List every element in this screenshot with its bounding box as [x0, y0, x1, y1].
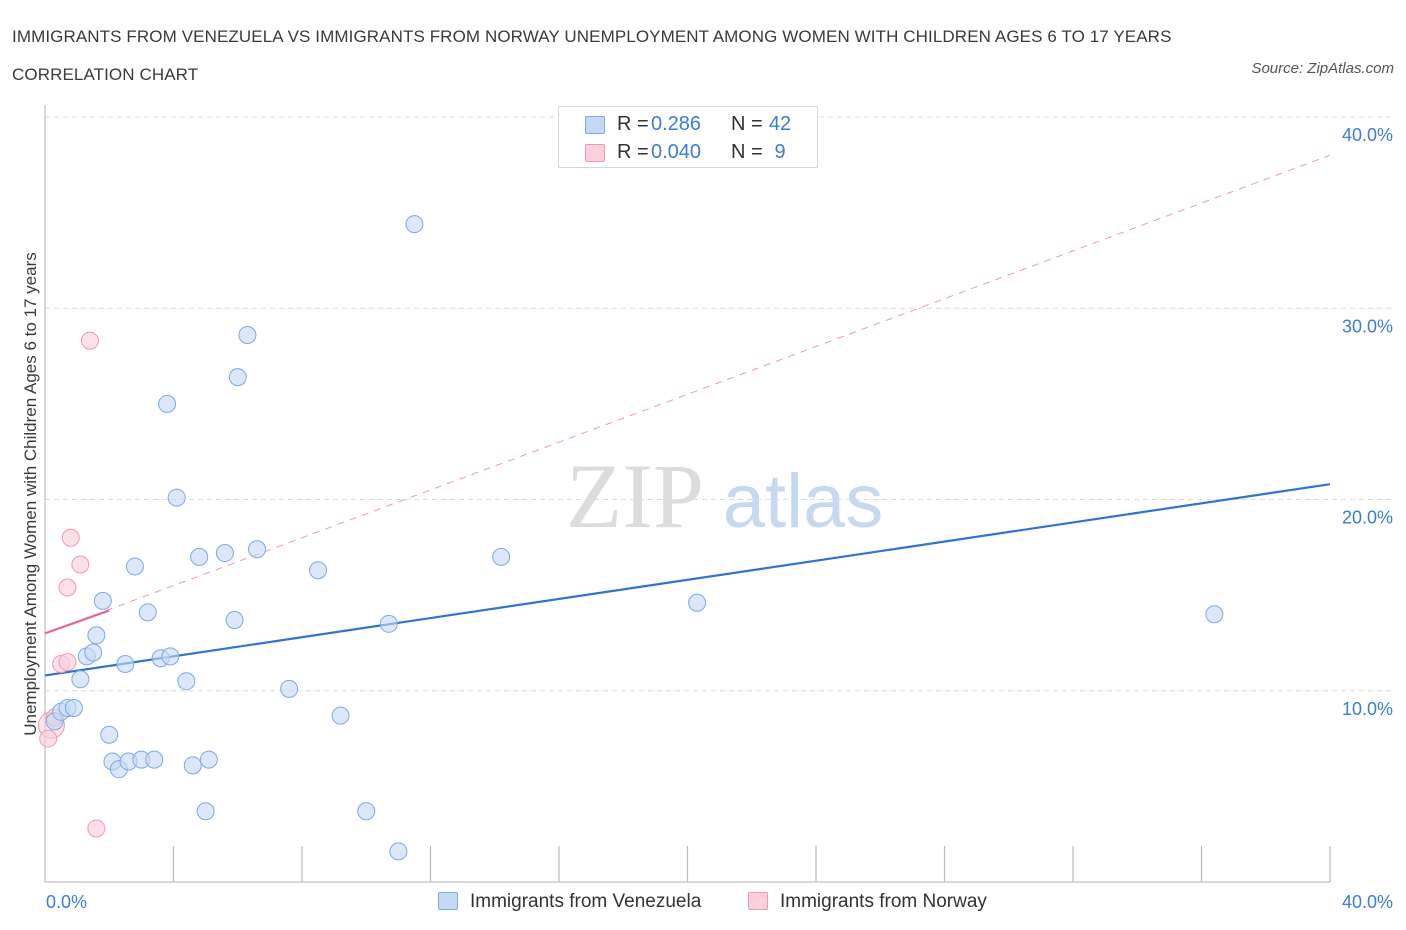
gridlines	[45, 116, 1392, 692]
source-credit: Source: ZipAtlas.com	[1251, 60, 1394, 77]
trendlines	[44, 154, 1331, 677]
venezuela-point	[688, 593, 707, 612]
venezuela-point	[116, 654, 135, 673]
venezuela-point	[238, 326, 257, 345]
venezuela-point	[248, 540, 267, 559]
y-axis-label: Unemployment Among Women with Children A…	[21, 252, 40, 736]
legend-label-venezuela: Immigrants from Venezuela	[470, 891, 702, 912]
venezuela-point	[183, 756, 202, 775]
venezuela-point	[125, 557, 144, 576]
venezuela-point	[228, 368, 247, 387]
r-value: 0.040	[651, 141, 702, 163]
venezuela-swatch	[585, 116, 605, 134]
norway-point	[80, 331, 99, 350]
watermark-atlas: atlas	[723, 459, 884, 544]
venezuela-point	[64, 698, 83, 717]
venezuela-point	[145, 750, 164, 769]
venezuela-point	[190, 547, 209, 566]
legend-label-norway: Immigrants from Norway	[780, 891, 987, 912]
x-tick-label: 0.0%	[46, 892, 87, 912]
venezuela-point	[177, 672, 196, 691]
venezuela-point	[138, 603, 157, 622]
norway-point	[58, 653, 77, 672]
norway-swatch	[585, 144, 605, 162]
n-value: 42	[768, 113, 792, 135]
venezuela-point	[215, 544, 234, 563]
x-tick-label: 40.0%	[1342, 892, 1393, 912]
legend-row-venezuela: R = 0.286 N = 42	[559, 110, 817, 138]
tick-labels: 10.0% 20.0% 30.0% 40.0% 0.0% 40.0%	[46, 125, 1393, 912]
n-label: N =	[731, 141, 763, 163]
norway-point	[71, 555, 90, 574]
norway-point	[61, 528, 80, 547]
venezuela-point	[225, 610, 244, 629]
norway-extended-trendline	[44, 154, 1331, 634]
chart-title: IMMIGRANTS FROM VENEZUELA VS IMMIGRANTS …	[12, 27, 1172, 84]
y-tick-label: 30.0%	[1342, 316, 1393, 336]
venezuela-legend-swatch	[438, 892, 458, 910]
venezuela-point	[379, 614, 398, 633]
venezuela-point	[280, 679, 299, 698]
n-label: N =	[731, 113, 763, 135]
venezuela-point	[167, 488, 186, 507]
norway-legend-swatch	[748, 892, 768, 910]
venezuela-point	[100, 725, 119, 744]
venezuela-point	[1205, 605, 1224, 624]
norway-point	[58, 578, 77, 597]
axes	[44, 105, 1331, 883]
data-points	[37, 215, 1224, 861]
norway-point	[87, 819, 106, 838]
r-label: R =	[617, 141, 649, 163]
norway-trendline	[44, 609, 110, 635]
venezuela-point	[158, 394, 177, 413]
y-tick-label: 10.0%	[1342, 699, 1393, 719]
watermark: ZIP atlas	[566, 445, 883, 547]
venezuela-point	[93, 591, 112, 610]
venezuela-point	[331, 706, 350, 725]
legend-item-norway[interactable]: Immigrants from Norway	[748, 888, 1018, 916]
legend-item-venezuela[interactable]: Immigrants from Venezuela	[438, 888, 728, 916]
venezuela-point	[71, 670, 90, 689]
norway-point	[39, 729, 58, 748]
venezuela-point	[492, 547, 511, 566]
venezuela-point	[84, 643, 103, 662]
watermark-zip: ZIP	[566, 445, 704, 547]
y-tick-label: 20.0%	[1342, 508, 1393, 528]
venezuela-trendline	[44, 483, 1331, 677]
legend-row-norway: R = 0.040 N = 9	[559, 138, 817, 166]
venezuela-point	[87, 626, 106, 645]
correlation-legend: R = 0.286 N = 42 R = 0.040 N = 9	[558, 106, 818, 168]
venezuela-point	[309, 561, 328, 580]
n-value: 9	[774, 141, 786, 163]
venezuela-point	[357, 802, 376, 821]
venezuela-point	[389, 842, 408, 861]
venezuela-point	[199, 750, 218, 769]
venezuela-point	[161, 647, 180, 666]
y-tick-label: 40.0%	[1342, 125, 1393, 145]
venezuela-point	[405, 215, 424, 234]
venezuela-point	[196, 802, 215, 821]
r-label: R =	[617, 113, 649, 135]
r-value: 0.286	[651, 113, 702, 135]
